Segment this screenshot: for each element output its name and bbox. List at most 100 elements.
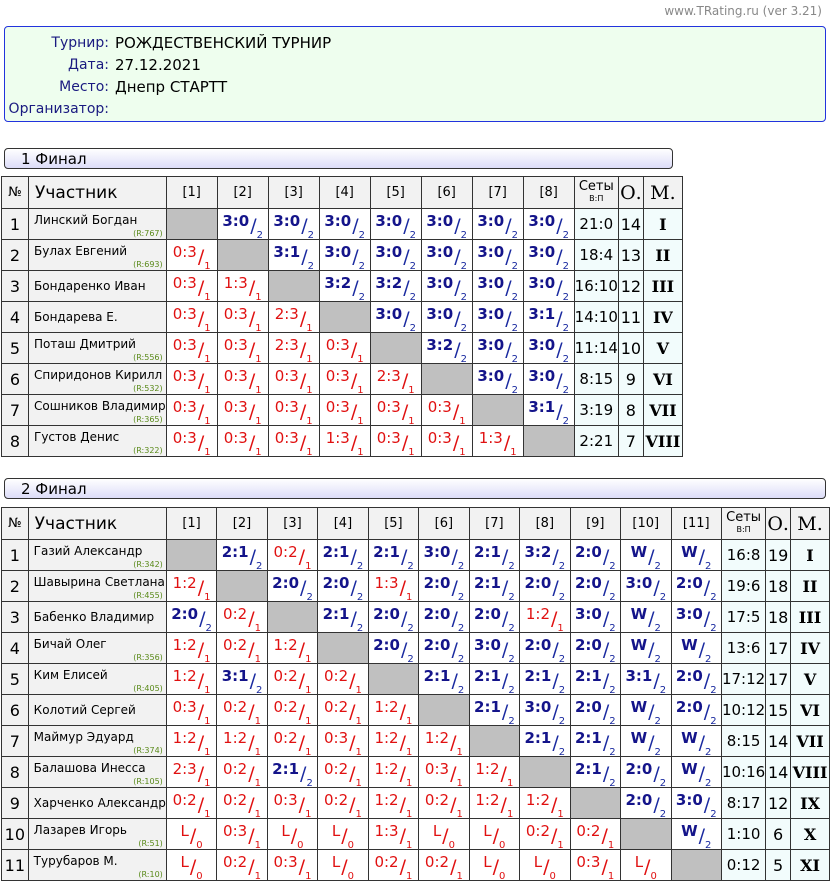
player-name-cell[interactable]: Поташ Дмитрий (R:556) <box>28 332 167 364</box>
match-points: 2 <box>457 561 465 572</box>
match-score: 0:2 <box>273 543 298 561</box>
player-row: 10 Лазарев Игорь (R:51) L/0 0:3/1 L/0 L/0 1:3/1… <box>1 818 830 851</box>
match-score: L <box>432 822 442 840</box>
player-name-cell[interactable]: Ким Елисей (R:405) <box>27 663 167 695</box>
player-name-cell[interactable]: Линский Богдан (R:767) <box>28 208 167 240</box>
match-score: 2:0 <box>373 605 400 623</box>
match-points: 2 <box>307 261 314 272</box>
player-name-cell[interactable]: Булах Евгений (R:693) <box>28 239 167 271</box>
match-result: 1:2/1 <box>367 725 420 758</box>
player-name-cell[interactable]: Сошников Владимир (R:365) <box>28 394 167 426</box>
header-opponent-6: [6] <box>420 176 473 209</box>
match-points: 1 <box>305 654 312 665</box>
score-slash: / <box>349 670 356 692</box>
match-result: 2:0/2 <box>670 694 722 727</box>
player-row: 2 Булах Евгений (R:693) 0:3/1 3:1/2 3:0/2 3:0/… <box>1 239 683 272</box>
match-score: 0:2 <box>323 667 349 685</box>
match-score: 3:0 <box>426 274 454 292</box>
match-result: 2:0/2 <box>519 632 571 665</box>
match-points: 1 <box>357 416 364 427</box>
match-score: W <box>630 698 648 716</box>
match-points: 2 <box>409 323 416 334</box>
match-score: 1:2 <box>172 636 197 654</box>
player-place: XI <box>790 849 830 881</box>
match-result: 1:2/1 <box>418 725 470 758</box>
match-points: 1 <box>557 809 564 820</box>
diagonal-cell <box>165 208 218 240</box>
match-points: 1 <box>255 292 262 303</box>
player-name-cell[interactable]: Газий Александр (R:342) <box>27 539 167 571</box>
match-score: 0:3 <box>274 429 299 447</box>
player-name-cell[interactable]: Густов Денис (R:322) <box>28 425 167 457</box>
match-result: W/2 <box>620 632 672 665</box>
player-name-cell[interactable]: Балашова Инесса (R:105) <box>27 756 167 788</box>
group-2-table: № Участник [1] [2] [3] [4] [5] [6] [7] [8] [9] [10]… <box>1 507 830 882</box>
match-result: 2:1/2 <box>367 539 420 572</box>
match-score: 2:0 <box>524 636 552 654</box>
diagonal-cell <box>266 601 319 633</box>
match-result: W/2 <box>670 632 722 665</box>
match-points: 1 <box>204 292 211 303</box>
tournament-date: 27.12.2021 <box>115 56 201 74</box>
player-name-cell[interactable]: Бондарева Е. <box>28 301 167 333</box>
player-name-cell[interactable]: Колотий Сергей <box>27 694 167 726</box>
match-points: 2 <box>558 747 566 758</box>
score-slash: / <box>197 432 205 454</box>
match-points: 2 <box>558 654 566 665</box>
match-points: 2 <box>659 809 667 820</box>
match-result: 2:0/2 <box>367 632 420 665</box>
player-name-cell[interactable]: Бондаренко Иван <box>28 270 167 302</box>
tournament-venue: Днепр СТАРТТ <box>115 78 228 96</box>
match-score: 0:2 <box>223 605 248 623</box>
match-points: 2 <box>457 685 465 696</box>
player-name-cell[interactable]: Харченко Александр <box>27 787 167 819</box>
match-points: 1 <box>355 809 362 820</box>
match-result: 0:2/1 <box>317 694 369 727</box>
player-sets: 16:10 <box>573 270 619 302</box>
match-result: 3:1/2 <box>216 663 268 696</box>
player-row: 8 Густов Денис (R:322) 0:3/1 0:3/1 0:3/1 1:3/1… <box>1 425 683 458</box>
match-score: 1:2 <box>172 574 197 592</box>
score-slash: / <box>248 825 255 847</box>
match-result: 2:0/2 <box>569 694 622 727</box>
score-slash: / <box>602 701 610 723</box>
player-name-cell[interactable]: Бичай Олег (R:356) <box>27 632 167 664</box>
score-slash: / <box>298 856 306 878</box>
match-points: 0 <box>448 840 455 851</box>
match-score: 1:3 <box>374 822 399 840</box>
site-version[interactable]: www.TRating.ru (ver 3.21) <box>664 4 822 18</box>
score-slash: / <box>298 670 306 692</box>
match-score: L <box>180 822 189 840</box>
match-score: L <box>180 853 189 871</box>
score-slash: / <box>248 608 255 630</box>
player-name-cell[interactable]: Бабенко Владимир <box>27 601 167 633</box>
player-name-cell[interactable]: Шавырина Светлана (R:455) <box>27 570 167 602</box>
score-slash: / <box>401 432 409 454</box>
match-score: 0:3 <box>273 853 298 871</box>
player-number: 9 <box>1 787 29 819</box>
score-slash: / <box>602 670 610 692</box>
player-row: 1 Линский Богдан (R:767) 3:0/2 3:0/2 3:0/2 3:0… <box>1 208 683 241</box>
match-score: 1:2 <box>172 667 197 685</box>
score-slash: / <box>653 577 660 599</box>
player-name-cell[interactable]: Маймур Эдуард (R:374) <box>27 725 167 757</box>
match-points: 2 <box>705 561 712 572</box>
score-slash: / <box>197 308 205 330</box>
match-result: L/0 <box>266 818 319 851</box>
match-points: 2 <box>609 747 616 758</box>
player-name-cell[interactable]: Турубаров М. (R:10) <box>27 849 167 881</box>
match-result: 0:2/1 <box>216 601 268 634</box>
match-result: 2:3/1 <box>267 301 320 334</box>
player-name-cell[interactable]: Лазарев Игорь (R:51) <box>27 818 167 850</box>
match-points: 2 <box>659 778 667 789</box>
match-result: 0:2/1 <box>317 756 369 789</box>
match-score: 1:2 <box>525 791 550 809</box>
header-opponent-5: [5] <box>367 507 420 540</box>
match-result: 0:2/1 <box>519 818 571 851</box>
match-score: 0:3 <box>576 853 601 871</box>
match-points: 1 <box>254 840 261 851</box>
player-name-cell[interactable]: Спиридонов Кирилл (R:532) <box>28 363 167 395</box>
score-slash: / <box>189 825 197 847</box>
match-points: 1 <box>607 871 615 882</box>
match-score: 2:1 <box>474 574 501 592</box>
